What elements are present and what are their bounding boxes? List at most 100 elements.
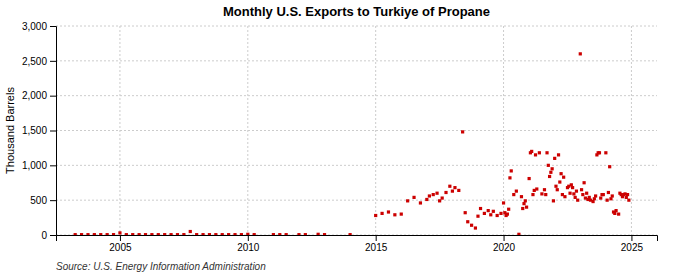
point [548, 175, 551, 178]
point [599, 196, 602, 199]
point [534, 153, 537, 156]
point [583, 181, 586, 184]
y-tick: 1,000 [22, 160, 56, 171]
point [233, 233, 236, 235]
point [525, 206, 528, 209]
grid-line-y [56, 95, 657, 96]
point [510, 169, 513, 172]
y-tick: 2,000 [22, 90, 56, 101]
point [528, 177, 531, 180]
point [521, 207, 524, 210]
y-tick-label: 1,500 [22, 125, 47, 136]
point [438, 199, 441, 202]
point [554, 185, 557, 188]
plot: 2005201020152020202505001,0001,5002,0002… [22, 21, 658, 253]
point [579, 52, 582, 55]
point [617, 213, 620, 216]
y-tick-label: 0 [41, 230, 47, 241]
point [214, 233, 217, 235]
x-axis-line [57, 236, 658, 242]
point [492, 210, 495, 213]
point [278, 233, 281, 235]
point [457, 189, 460, 192]
point [588, 196, 591, 199]
x-tick: 2005 [109, 235, 132, 253]
y-axis: 05001,0001,5002,0002,5003,000 [22, 21, 57, 241]
y-tick-mark [50, 61, 56, 62]
point [551, 167, 554, 170]
point [448, 185, 451, 188]
point [479, 207, 482, 210]
y-tick: 1,500 [22, 125, 56, 136]
y-axis-title: Thousand Barrels [4, 87, 16, 174]
x-tick-mark [376, 235, 377, 241]
y-tick-label: 2,000 [22, 90, 47, 101]
point [425, 198, 428, 201]
point [607, 191, 610, 194]
point [428, 194, 431, 197]
point [432, 193, 435, 196]
point [474, 226, 477, 229]
x-tick-label: 2015 [365, 242, 388, 253]
point [517, 233, 520, 235]
y-tick: 500 [30, 195, 56, 206]
x-tick-mark [631, 235, 632, 241]
point [598, 151, 601, 154]
point [157, 233, 160, 235]
x-tick-label: 2025 [621, 242, 644, 253]
y-tick: 0 [41, 230, 56, 241]
point [602, 193, 605, 196]
point [451, 190, 454, 193]
point [138, 233, 141, 235]
point [558, 180, 561, 183]
point [591, 200, 594, 203]
point [574, 196, 577, 199]
point [125, 233, 128, 235]
point [169, 233, 172, 235]
point [297, 233, 300, 235]
point [604, 151, 607, 154]
point [515, 190, 518, 193]
point [476, 215, 479, 218]
point [581, 193, 584, 196]
point [594, 194, 597, 197]
y-tick-mark [50, 165, 56, 166]
point [530, 150, 533, 153]
point [543, 188, 546, 191]
point [317, 233, 320, 235]
point [575, 190, 578, 193]
y-tick-mark [50, 26, 56, 27]
point [272, 233, 275, 235]
point [570, 183, 573, 186]
point [208, 233, 211, 235]
x-tick-label: 2020 [493, 242, 516, 253]
point [246, 233, 249, 235]
point [195, 233, 198, 235]
point [489, 213, 492, 216]
point [466, 220, 469, 223]
point [606, 199, 609, 202]
point [150, 233, 153, 235]
y-tick-label: 3,000 [22, 21, 47, 32]
point [571, 186, 574, 189]
grid-line-y [56, 26, 657, 27]
point [483, 212, 486, 215]
grid-line-y [56, 165, 657, 166]
point [502, 201, 505, 204]
point [580, 188, 583, 191]
point [627, 199, 630, 202]
point [524, 199, 527, 202]
source-note: Source: U.S. Energy Information Administ… [56, 261, 266, 272]
point [387, 210, 390, 213]
point [74, 233, 77, 235]
y-tick-mark [50, 200, 56, 201]
point [380, 212, 383, 215]
point [400, 213, 403, 216]
point [285, 233, 288, 235]
point [412, 196, 415, 199]
point [470, 224, 473, 227]
point [576, 199, 579, 202]
point [221, 233, 224, 235]
point [547, 164, 550, 167]
point [535, 187, 538, 190]
